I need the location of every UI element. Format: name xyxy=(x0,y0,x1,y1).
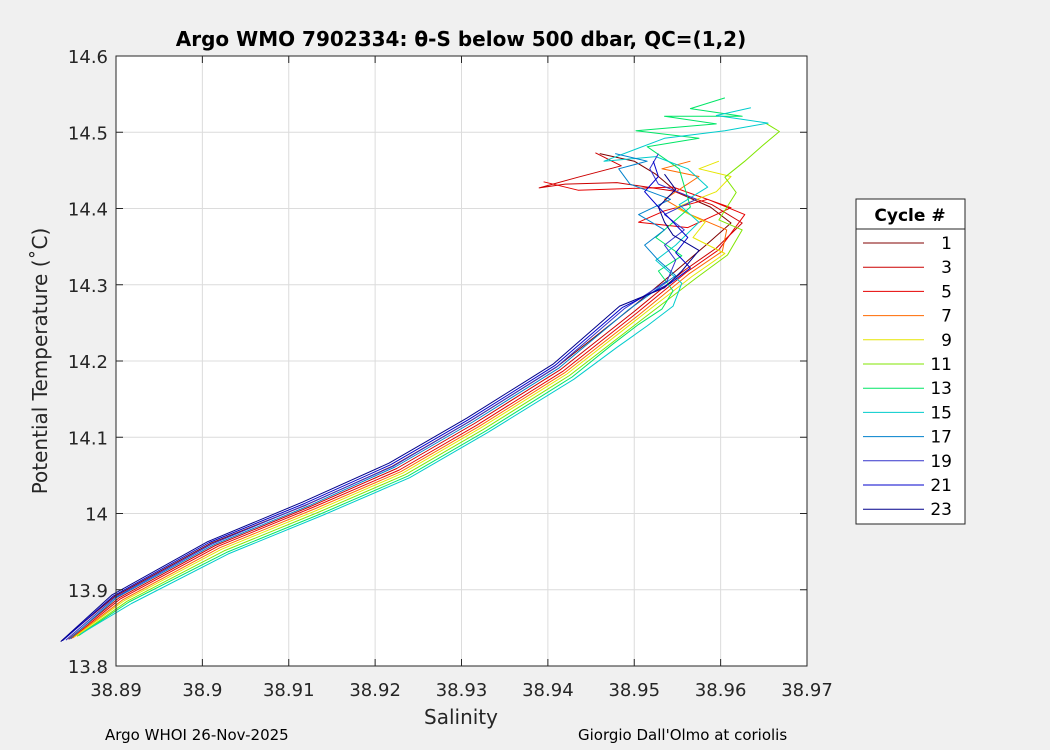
series-line-cycle-9 xyxy=(74,160,732,638)
series-line-cycle-7 xyxy=(72,160,728,639)
legend-label: 17 xyxy=(930,428,952,448)
series-group xyxy=(60,97,780,642)
x-tick-label: 38.95 xyxy=(608,680,660,701)
x-tick-label: 38.91 xyxy=(263,680,315,701)
x-axis-label: Salinity xyxy=(424,705,498,729)
legend-label: 9 xyxy=(941,331,952,351)
x-tick-label: 38.92 xyxy=(349,680,401,701)
series-line-cycle-13 xyxy=(78,97,743,636)
legend-label: 15 xyxy=(930,403,952,423)
y-tick-label: 14.4 xyxy=(68,200,108,221)
legend-label: 21 xyxy=(930,476,952,496)
y-tick-label: 14.1 xyxy=(68,428,108,449)
x-tick-label: 38.96 xyxy=(695,680,747,701)
legend-label: 23 xyxy=(930,500,952,520)
x-axis: 38.89 38.9 38.91 38.92 38.93 38.94 38.95 38.96 3… xyxy=(90,56,833,701)
legend-label: 13 xyxy=(930,379,952,399)
legend-label: 5 xyxy=(941,282,952,302)
x-tick-label: 38.97 xyxy=(781,680,833,701)
footer-credit-right: Giorgio Dall'Olmo at coriolis xyxy=(578,726,788,744)
y-axis-label: Potential Temperature (˚C) xyxy=(28,228,52,495)
x-tick-label: 38.9 xyxy=(182,680,222,701)
grid xyxy=(116,56,807,666)
y-tick-label: 14.5 xyxy=(68,123,108,144)
legend-label: 1 xyxy=(941,234,952,254)
y-tick-label: 14.2 xyxy=(68,352,108,373)
legend-box xyxy=(855,198,966,525)
series-line-cycle-23 xyxy=(60,173,700,642)
x-tick-label: 38.89 xyxy=(90,680,142,701)
footer-credit-left: Argo WHOI 26-Nov-2025 xyxy=(105,726,289,744)
y-axis: 13.8 13.9 14 14.1 14.2 14.3 14.4 14.5 14.6 xyxy=(68,47,807,678)
y-tick-label: 13.9 xyxy=(68,581,108,602)
legend-title: Cycle # xyxy=(874,206,945,226)
y-tick-label: 14.3 xyxy=(68,276,108,297)
y-tick-label: 14 xyxy=(85,505,108,526)
series-line-cycle-3 xyxy=(68,152,743,640)
chart-title: Argo WMO 7902334: θ-S below 500 dbar, QC… xyxy=(176,27,746,51)
y-tick-label: 14.6 xyxy=(68,47,108,68)
series-line-cycle-5 xyxy=(70,181,746,639)
legend-label: 7 xyxy=(941,307,952,327)
series-line-cycle-19 xyxy=(65,153,697,641)
series-line-cycle-17 xyxy=(69,153,677,640)
legend-label: 11 xyxy=(930,355,952,375)
series-line-cycle-21 xyxy=(62,161,691,642)
series-line-cycle-11 xyxy=(76,122,780,637)
x-tick-label: 38.94 xyxy=(522,680,574,701)
y-tick-label: 13.8 xyxy=(68,657,108,678)
x-tick-label: 38.93 xyxy=(436,680,488,701)
series-line-cycle-15 xyxy=(80,107,769,635)
legend-label: 3 xyxy=(941,258,952,278)
legend-label: 19 xyxy=(930,452,952,472)
